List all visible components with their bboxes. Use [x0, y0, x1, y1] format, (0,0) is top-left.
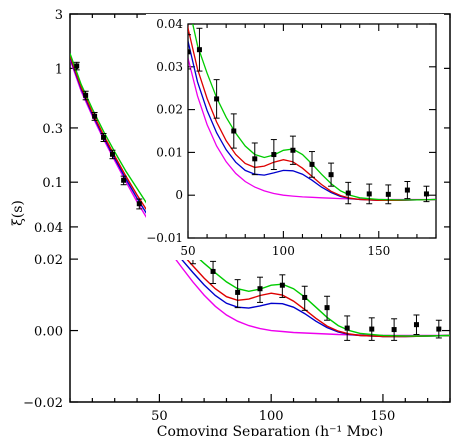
inset-data-point: [345, 190, 351, 196]
y-tick-label: −0.02: [23, 396, 63, 411]
data-point: [436, 326, 442, 332]
y-tick-label: 3: [55, 8, 63, 23]
inset-data-point: [404, 187, 410, 193]
x-axis-label: Comoving Separation (h⁻¹ Mpc): [157, 424, 383, 436]
data-point: [344, 325, 350, 331]
y-tick-label: 1: [55, 62, 63, 77]
data-point: [74, 63, 80, 69]
inset-x-tick-label: 100: [272, 244, 295, 258]
inset-plot-frame: [187, 23, 437, 239]
data-point: [391, 327, 397, 333]
data-point: [210, 268, 216, 274]
inset-data-point: [196, 47, 202, 53]
inset-data-point: [214, 96, 220, 102]
y-tick-label: 0.1: [42, 176, 63, 191]
data-point: [92, 113, 98, 119]
inset-data-point: [290, 147, 296, 153]
inset-data-point: [309, 161, 315, 167]
y-tick-label: 0.3: [42, 122, 63, 137]
data-point: [121, 177, 127, 183]
inset-y-tick-label: −0.01: [146, 231, 183, 245]
inset-data-point: [252, 156, 258, 162]
x-tick-label: 150: [371, 409, 396, 424]
y-tick-label: 0.00: [34, 325, 63, 340]
inset-data-point: [328, 172, 334, 178]
inset-data-point: [271, 152, 277, 158]
data-point: [109, 151, 115, 157]
inset-y-tick-label: 0.04: [156, 17, 183, 31]
data-point: [235, 289, 241, 295]
inset-y-tick-label: 0.03: [156, 60, 183, 74]
data-point: [413, 322, 419, 328]
x-tick-label: 100: [259, 409, 284, 424]
inset-x-tick-label: 150: [367, 244, 390, 258]
data-point: [302, 294, 308, 300]
data-point: [101, 134, 107, 140]
inset-y-tick-label: 0: [175, 188, 183, 202]
inset-data-point: [366, 191, 372, 197]
inset-data-point: [385, 191, 391, 197]
inset-data-point: [423, 191, 429, 197]
main-curves: [70, 53, 450, 341]
inset-background: [146, 14, 444, 260]
inset-curves: [188, 24, 436, 205]
x-tick-label: 50: [151, 409, 168, 424]
data-point: [279, 282, 285, 288]
inset-y-tick-label: 0.02: [156, 103, 183, 117]
inset-data-point: [188, 49, 191, 55]
data-point: [369, 326, 375, 332]
inset-y-tick-label: 0.01: [156, 145, 183, 159]
data-point: [257, 286, 263, 292]
y-tick-label: 0.02: [34, 253, 63, 268]
inset-model-curve-3: [188, 54, 436, 201]
y-axis-label: ξ(s): [10, 200, 26, 226]
data-point: [136, 201, 142, 207]
inset-x-tick-label: 50: [180, 244, 195, 258]
data-point: [83, 92, 89, 98]
data-point: [324, 305, 330, 311]
inset-data-point: [231, 128, 237, 134]
y-tick-label: 0.04: [34, 221, 63, 236]
